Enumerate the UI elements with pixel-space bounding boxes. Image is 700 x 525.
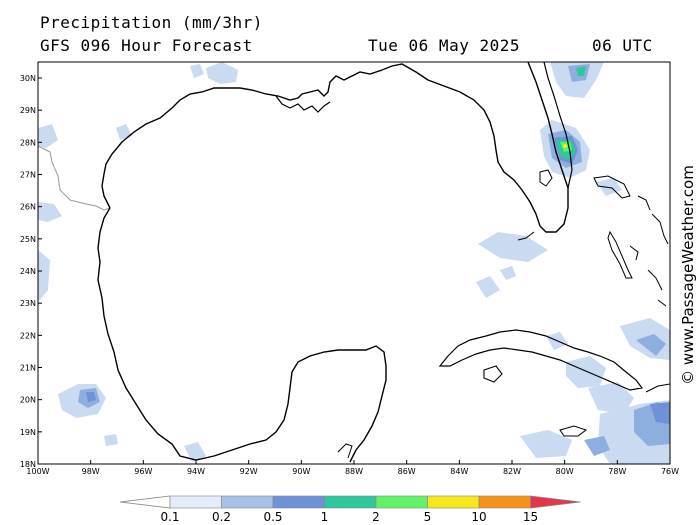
lon-tick-label: 80W bbox=[556, 467, 574, 476]
legend-label: 10 bbox=[471, 510, 486, 524]
isle-of-youth bbox=[483, 365, 503, 383]
mexico-coastline bbox=[97, 207, 387, 463]
legend-label: 5 bbox=[424, 510, 432, 524]
lat-tick-label: 21N bbox=[20, 364, 36, 373]
legend-swatch bbox=[530, 495, 581, 509]
lon-tick-label: 76W bbox=[661, 467, 679, 476]
chart-title: Precipitation (mm/3hr) bbox=[40, 13, 263, 32]
legend-label: 1 bbox=[321, 510, 329, 524]
lat-tick-label: 26N bbox=[20, 203, 36, 212]
extreme-rain-core bbox=[563, 144, 567, 148]
map-area bbox=[38, 62, 670, 464]
lon-tick-label: 88W bbox=[345, 467, 363, 476]
credit-watermark: © www.PassageWeather.com bbox=[679, 165, 697, 385]
lat-tick-label: 27N bbox=[20, 171, 36, 180]
lat-tick-label: 24N bbox=[20, 267, 36, 276]
lon-tick-label: 94W bbox=[187, 467, 205, 476]
us-gulf-coastline bbox=[101, 62, 569, 233]
lon-tick-label: 82W bbox=[503, 467, 521, 476]
precip-legend: 0.1 0.2 0.5 1 2 5 10 15 bbox=[119, 495, 581, 524]
lat-tick-label: 22N bbox=[20, 331, 36, 340]
jamaica bbox=[559, 425, 588, 437]
legend-label: 0.2 bbox=[212, 510, 231, 524]
legend-swatch bbox=[375, 495, 428, 509]
lat-tick-label: 19N bbox=[20, 428, 36, 437]
legend-swatch bbox=[478, 495, 531, 509]
legend-swatch bbox=[169, 495, 222, 509]
lat-tick-label: 25N bbox=[20, 235, 36, 244]
lon-tick-label: 98W bbox=[82, 467, 100, 476]
legend-swatch bbox=[427, 495, 480, 509]
lon-tick-label: 90W bbox=[292, 467, 310, 476]
lon-tick-label: 84W bbox=[450, 467, 468, 476]
forecast-date: Tue 06 May 2025 bbox=[368, 36, 520, 55]
legend-swatch bbox=[221, 495, 274, 509]
legend-swatch bbox=[324, 495, 377, 509]
lon-tick-label: 86W bbox=[398, 467, 416, 476]
lat-tick-label: 23N bbox=[20, 299, 36, 308]
legend-label: 2 bbox=[372, 510, 380, 524]
lat-tick-label: 18N bbox=[20, 460, 36, 469]
lat-tick-label: 29N bbox=[20, 106, 36, 115]
lon-tick-label: 92W bbox=[240, 467, 258, 476]
lon-tick-label: 100W bbox=[26, 467, 49, 476]
lon-tick-label: 96W bbox=[134, 467, 152, 476]
bahamas bbox=[593, 175, 669, 307]
legend-label: 0.1 bbox=[160, 510, 179, 524]
lon-tick-label: 78W bbox=[608, 467, 626, 476]
legend-label: 0.5 bbox=[263, 510, 282, 524]
us-mexico-border bbox=[38, 145, 111, 211]
lake-okeechobee bbox=[539, 169, 553, 187]
legend-label: 15 bbox=[523, 510, 538, 524]
longitude-axis: 100W 98W 96W 94W 92W 90W 88W 86W 84W 82W 80W 78W 76W bbox=[26, 460, 679, 476]
legend-swatch bbox=[119, 495, 171, 509]
forecast-time: 06 UTC bbox=[592, 36, 653, 55]
lat-tick-label: 28N bbox=[20, 138, 36, 147]
cuba-coastline bbox=[438, 329, 644, 391]
lat-tick-label: 30N bbox=[20, 74, 36, 83]
lat-tick-label: 20N bbox=[20, 396, 36, 405]
legend-swatch bbox=[272, 495, 325, 509]
forecast-label: GFS 096 Hour Forecast bbox=[40, 36, 253, 55]
precip-shading bbox=[38, 62, 670, 464]
latitude-axis: 30N 29N 28N 27N 26N 25N 24N 23N 22N 21N 20N 19N 18N bbox=[20, 74, 42, 469]
